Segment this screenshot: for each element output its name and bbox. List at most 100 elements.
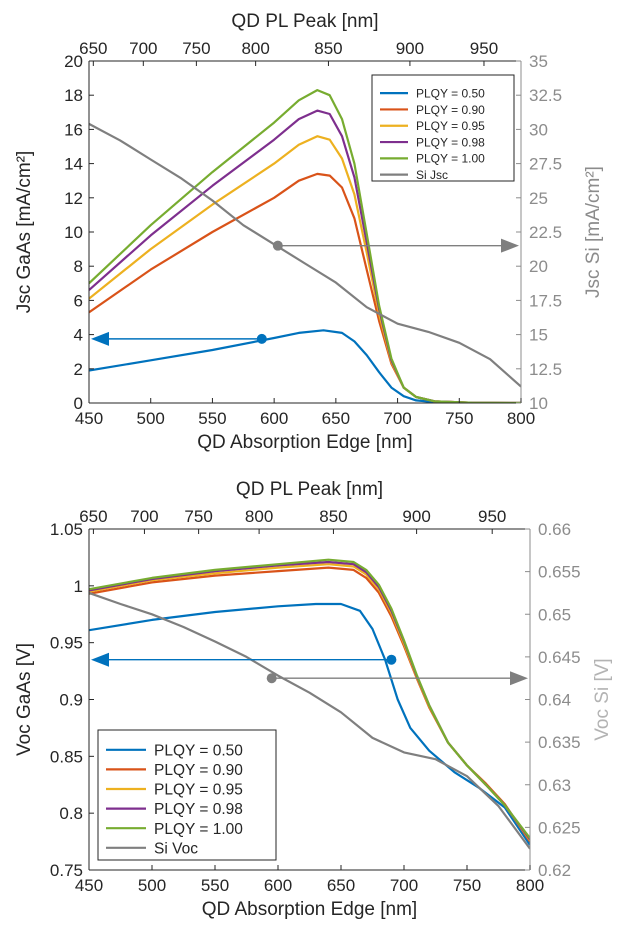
voc-ytick-label-1: 0.8 bbox=[59, 804, 83, 823]
voc-legend-box bbox=[97, 729, 277, 861]
voc-series-line-5 bbox=[89, 591, 530, 850]
jsc-legend-label-2: PLQY = 0.95 bbox=[416, 119, 485, 133]
voc-legend-label-1: PLQY = 0.90 bbox=[154, 762, 243, 779]
jsc-y2tick-label-3: 17.5 bbox=[529, 291, 562, 310]
voc-xlabel: QD Absorption Edge [nm] bbox=[202, 899, 417, 920]
voc-legend-label-2: PLQY = 0.95 bbox=[154, 782, 243, 799]
voc-y2tick-label-2: 0.63 bbox=[538, 776, 571, 795]
jsc-xtick-label-5: 700 bbox=[383, 409, 411, 428]
jsc-top-xtick-label-0: 650 bbox=[79, 39, 107, 58]
jsc-legend-label-3: PLQY = 0.98 bbox=[416, 135, 485, 149]
jsc-xlabel: QD Absorption Edge [nm] bbox=[197, 432, 412, 453]
jsc-legend-label-1: PLQY = 0.90 bbox=[416, 103, 485, 117]
voc-arrow-dot-1 bbox=[266, 673, 277, 684]
voc-series-line-4 bbox=[89, 558, 530, 839]
jsc-xtick-label-3: 600 bbox=[260, 409, 288, 428]
voc-y2tick-label-4: 0.64 bbox=[538, 691, 571, 710]
voc-arrow-dot-0 bbox=[386, 654, 397, 665]
voc-y2label: Voc Si [V] bbox=[592, 658, 613, 740]
jsc-xtick-label-2: 550 bbox=[198, 409, 226, 428]
voc-top-xtick-label-3: 800 bbox=[245, 507, 273, 526]
voc-panel: 450 500 550 600 650 700 750 800 650 700 750 800 850 9… bbox=[14, 479, 613, 920]
voc-top-xtick-label-1: 700 bbox=[130, 507, 158, 526]
jsc-ytick-label-3: 6 bbox=[74, 291, 83, 310]
jsc-ytick-label-8: 16 bbox=[64, 120, 83, 139]
jsc-arrow-dot-0 bbox=[256, 333, 267, 344]
jsc-ytick-label-6: 12 bbox=[64, 189, 83, 208]
voc-y2tick-label-0: 0.62 bbox=[538, 861, 571, 880]
voc-xtick-label-6: 750 bbox=[453, 876, 481, 895]
jsc-top-xtick-label-5: 900 bbox=[396, 39, 424, 58]
jsc-y2tick-label-2: 15 bbox=[529, 326, 548, 345]
jsc-ytick-label-4: 8 bbox=[74, 257, 83, 276]
jsc-y2tick-label-10: 35 bbox=[529, 52, 548, 71]
voc-y2tick-label-1: 0.625 bbox=[538, 818, 581, 837]
voc-ytick-label-3: 0.9 bbox=[59, 691, 83, 710]
jsc-ytick-label-2: 4 bbox=[74, 326, 83, 345]
jsc-top-xtick-label-2: 750 bbox=[182, 39, 210, 58]
voc-ytick-label-4: 0.95 bbox=[50, 634, 83, 653]
voc-legend-label-4: PLQY = 1.00 bbox=[154, 821, 243, 838]
jsc-ylabel: Jsc GaAs [mA/cm²] bbox=[14, 151, 35, 314]
jsc-legend-label-0: PLQY = 0.50 bbox=[416, 86, 485, 100]
jsc-y2tick-label-5: 22.5 bbox=[529, 223, 562, 242]
voc-top-xtick-label-6: 950 bbox=[478, 507, 506, 526]
voc-xtick-label-4: 650 bbox=[327, 876, 355, 895]
voc-ytick-label-6: 1.05 bbox=[50, 520, 83, 539]
jsc-top-xtick-label-4: 850 bbox=[314, 39, 342, 58]
jsc-series-group bbox=[89, 89, 521, 403]
jsc-y2tick-label-9: 32.5 bbox=[529, 86, 562, 105]
voc-ytick-label-2: 0.85 bbox=[50, 747, 83, 766]
jsc-xtick-label-1: 500 bbox=[137, 409, 165, 428]
jsc-arrow-head-1 bbox=[501, 238, 519, 253]
voc-legend-label-5: Si Voc bbox=[154, 840, 198, 857]
jsc-xtick-label-4: 650 bbox=[322, 409, 350, 428]
jsc-ytick-label-9: 18 bbox=[64, 86, 83, 105]
voc-xtick-label-0: 450 bbox=[75, 876, 103, 895]
jsc-series-line-5 bbox=[89, 122, 521, 388]
jsc-xtick-label-7: 800 bbox=[507, 409, 535, 428]
jsc-xtick-label-0: 450 bbox=[75, 409, 103, 428]
voc-series-group bbox=[89, 558, 530, 850]
jsc-top-xtick-label-3: 800 bbox=[241, 39, 269, 58]
jsc-top-xtick-label-6: 950 bbox=[470, 39, 498, 58]
voc-top-xlabel: QD PL Peak [nm] bbox=[236, 479, 383, 500]
voc-y2tick-label-3: 0.635 bbox=[538, 733, 581, 752]
voc-xtick-label-1: 500 bbox=[138, 876, 166, 895]
voc-legend-label-0: PLQY = 0.50 bbox=[154, 742, 243, 759]
voc-y2tick-label-5: 0.645 bbox=[538, 648, 581, 667]
jsc-y2tick-label-4: 20 bbox=[529, 257, 548, 276]
jsc-y2tick-label-7: 27.5 bbox=[529, 155, 562, 174]
jsc-panel: 450 500 550 600 650 700 750 800 650 700 750 800 850 9… bbox=[14, 11, 604, 453]
voc-y2tick-label-7: 0.655 bbox=[538, 563, 581, 582]
jsc-y2tick-label-8: 30 bbox=[529, 120, 548, 139]
jsc-ytick-label-0: 0 bbox=[74, 394, 83, 413]
jsc-ytick-label-10: 20 bbox=[64, 52, 83, 71]
jsc-arrow-dot-1 bbox=[272, 240, 283, 251]
voc-xtick-label-2: 550 bbox=[201, 876, 229, 895]
voc-top-xtick-label-2: 750 bbox=[184, 507, 212, 526]
voc-xtick-label-3: 600 bbox=[264, 876, 292, 895]
voc-ytick-label-0: 0.75 bbox=[50, 861, 83, 880]
jsc-legend-label-4: PLQY = 1.00 bbox=[416, 152, 485, 166]
voc-arrow-head-0 bbox=[91, 652, 109, 667]
jsc-xtick-label-6: 750 bbox=[445, 409, 473, 428]
voc-legend-label-3: PLQY = 0.98 bbox=[154, 801, 243, 818]
jsc-ytick-label-1: 2 bbox=[74, 360, 83, 379]
voc-arrow-head-1 bbox=[510, 671, 528, 686]
jsc-arrow-head-0 bbox=[91, 331, 109, 346]
jsc-top-xtick-label-1: 700 bbox=[129, 39, 157, 58]
jsc-y2tick-label-6: 25 bbox=[529, 189, 548, 208]
jsc-series-line-4 bbox=[89, 89, 521, 403]
jsc-ytick-label-5: 10 bbox=[64, 223, 83, 242]
jsc-legend-label-5: Si Jsc bbox=[416, 168, 448, 182]
jsc-y2tick-label-1: 12.5 bbox=[529, 360, 562, 379]
voc-y2tick-label-6: 0.65 bbox=[538, 605, 571, 624]
voc-ylabel: Voc GaAs [V] bbox=[14, 643, 35, 756]
jsc-series-line-0 bbox=[89, 329, 521, 403]
voc-xtick-label-7: 800 bbox=[516, 876, 544, 895]
voc-xtick-label-5: 700 bbox=[390, 876, 418, 895]
jsc-y2tick-label-0: 10 bbox=[529, 394, 548, 413]
jsc-y2label: Jsc Si [mA/cm²] bbox=[583, 166, 604, 298]
